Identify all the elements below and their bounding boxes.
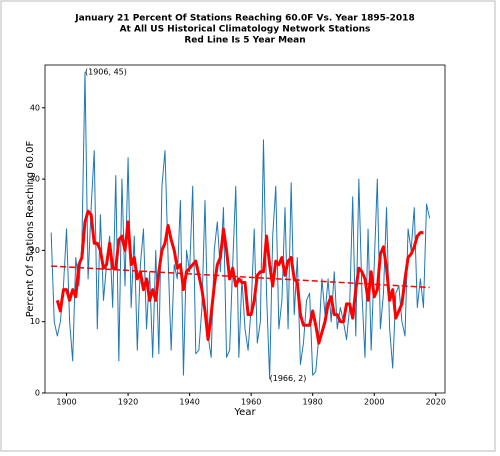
y-axis-label: Percent Of Stations Reaching 60.0F xyxy=(25,140,36,317)
x-tick-label: 2000 xyxy=(364,398,384,407)
series-line xyxy=(51,265,430,289)
plot-area xyxy=(44,64,446,394)
x-tick-label: 1980 xyxy=(303,398,323,407)
chart-title: January 21 Percent Of Stations Reaching … xyxy=(74,14,414,24)
chart-title: At All US Historical Climatology Network… xyxy=(120,25,371,35)
y-tick-label: 40 xyxy=(30,103,40,112)
x-tick-label: 1920 xyxy=(118,398,138,407)
y-tick-label: 10 xyxy=(30,317,40,326)
y-tick-label: 0 xyxy=(35,389,40,398)
y-tick-label: 20 xyxy=(30,246,40,255)
x-axis-label: Year xyxy=(233,407,256,418)
y-tick-label: 30 xyxy=(30,175,40,184)
series-line xyxy=(55,209,424,345)
annotation: (1966, 2) xyxy=(270,374,307,383)
chart-title: Red Line Is 5 Year Mean xyxy=(184,36,305,46)
x-tick-label: 2020 xyxy=(426,398,446,407)
x-tick-label: 1940 xyxy=(179,398,199,407)
x-tick-label: 1900 xyxy=(56,398,76,407)
annotation: (1906, 45) xyxy=(85,68,127,77)
x-tick-label: 1960 xyxy=(241,398,261,407)
